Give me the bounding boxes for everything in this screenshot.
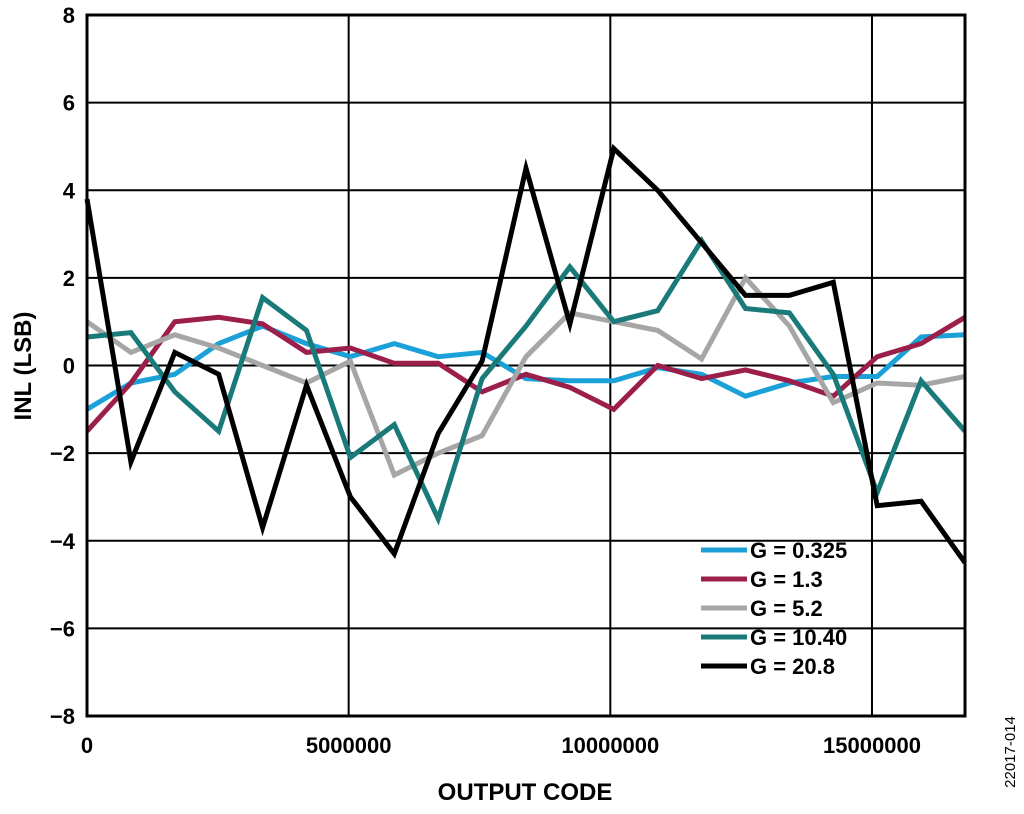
y-tick-label: −2 (50, 441, 75, 466)
y-tick-label: 8 (63, 3, 75, 28)
x-tick-label: 15000000 (823, 733, 921, 758)
legend-label: G = 0.325 (750, 538, 847, 563)
y-tick-label: −6 (50, 616, 75, 641)
plot-frame (85, 13, 967, 718)
legend: G = 0.325 G = 1.3 G = 5.2 G = 10.40 G = 20.8 (701, 538, 847, 679)
legend-label: G = 1.3 (750, 567, 823, 592)
figure-id: 22017-014 (1002, 716, 1019, 788)
legend-label: G = 10.40 (750, 625, 847, 650)
legend-label: G = 5.2 (750, 596, 823, 621)
x-tick-labels: 0 5000000 10000000 15000000 (81, 733, 921, 758)
series-line-3 (85, 273, 966, 479)
y-tick-labels: −8 −6 −4 −2 0 2 4 6 8 (50, 3, 76, 729)
series-line-2 (85, 314, 967, 433)
y-tick-label: −4 (50, 529, 76, 554)
series-line-4 (86, 235, 967, 526)
y-tick-label: 4 (63, 178, 76, 203)
legend-label: G = 20.8 (750, 654, 835, 679)
series-layer (84, 143, 968, 565)
series-line-5 (84, 143, 968, 565)
y-tick-label: 2 (63, 266, 75, 291)
y-axis-title: INL (LSB) (10, 312, 37, 421)
x-tick-label: 0 (81, 733, 93, 758)
x-tick-label: 5000000 (306, 733, 392, 758)
y-tick-label: −8 (50, 704, 75, 729)
y-tick-label: 6 (63, 91, 75, 116)
y-tick-label: 0 (63, 354, 75, 379)
grid (86, 14, 965, 717)
x-tick-label: 10000000 (561, 733, 659, 758)
x-axis-title: OUTPUT CODE (438, 779, 613, 806)
